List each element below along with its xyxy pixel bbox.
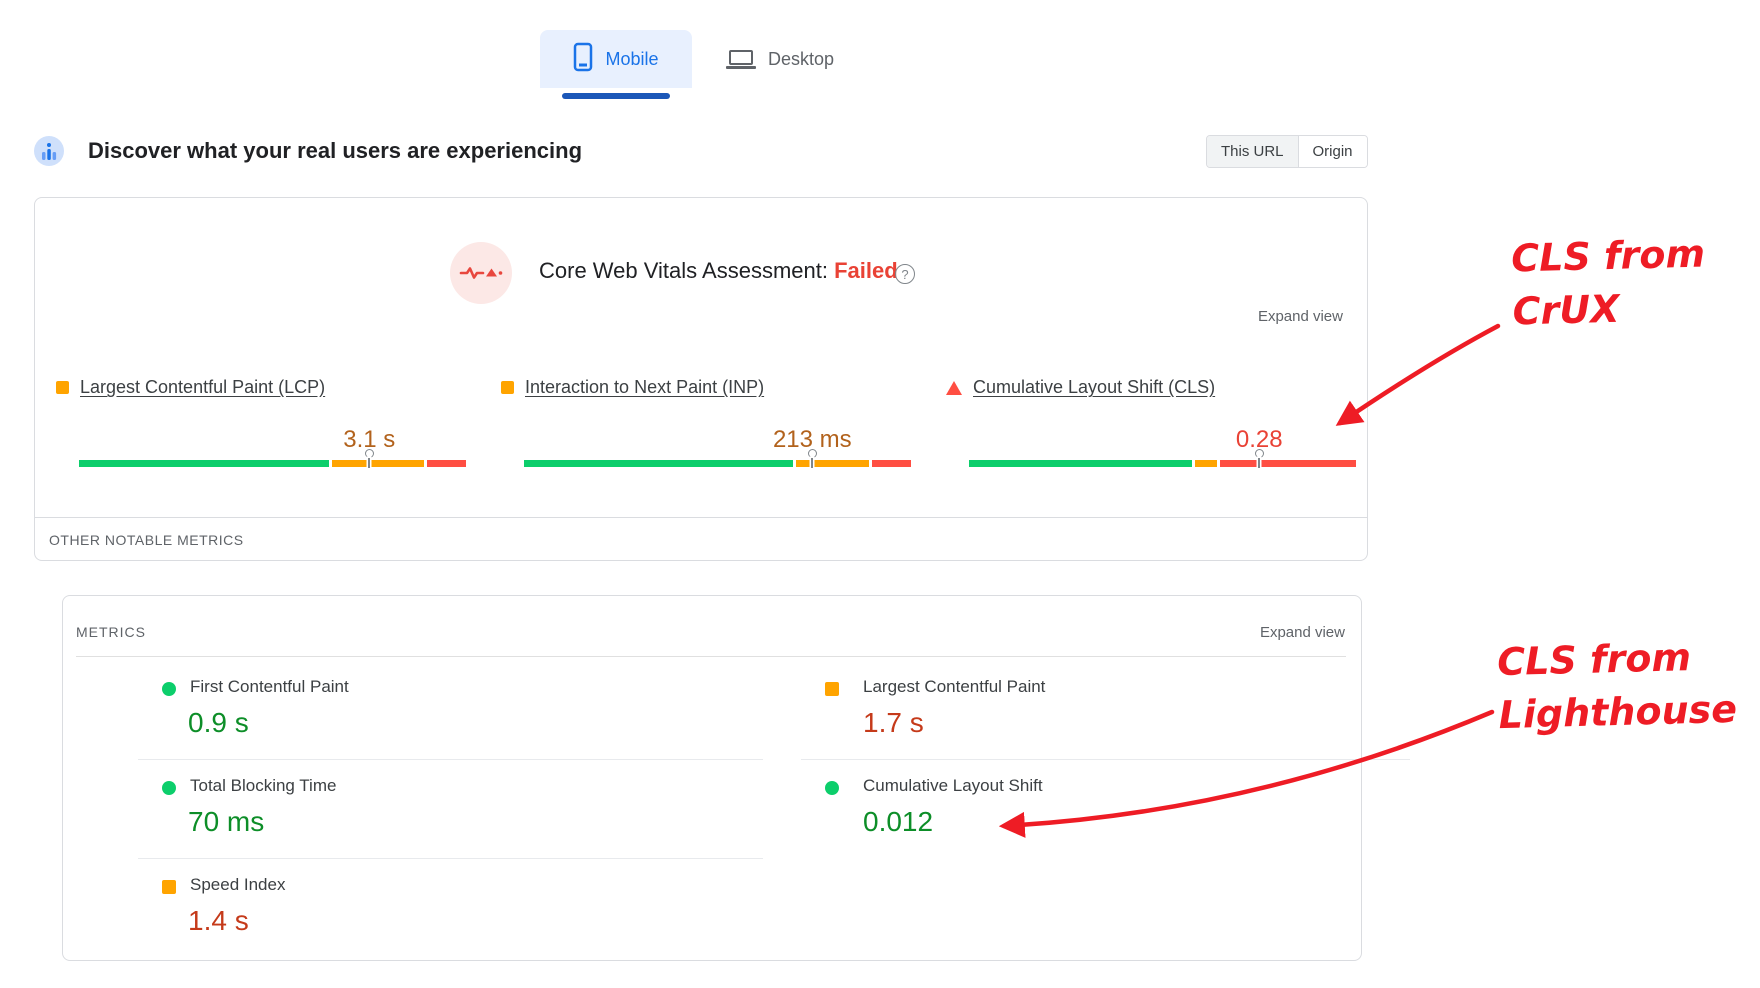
expand-view-link[interactable]: Expand view [1257, 308, 1343, 325]
inp-needs-improvement-marker-icon [501, 381, 514, 394]
cwv-metric-cls: Cumulative Layout Shift (CLS) 0.28 [946, 373, 1356, 478]
cls-bar-poor-segment [1220, 460, 1356, 467]
tbt-value: 70 ms [188, 806, 265, 837]
cls-lab-value: 0.012 [863, 806, 934, 837]
row-divider [801, 759, 1410, 760]
inp-distribution-bar: 213 ms [524, 426, 911, 468]
cwv-status: Failed [834, 258, 898, 283]
cls-value: 0.28 [1235, 426, 1283, 453]
toggle-origin[interactable]: Origin [1297, 136, 1367, 167]
annotation-cls-from-crux: CLS from CrUX [1510, 231, 1706, 334]
lcp-metric-link[interactable]: Largest Contentful Paint (LCP) [80, 377, 326, 397]
mobile-tab-active-underline [562, 93, 670, 99]
annotation-cls-from-lighthouse: CLS from Lighthouse [1496, 635, 1738, 738]
lcp-bar-good-segment [79, 460, 329, 467]
fcp-name: First Contentful Paint [190, 677, 349, 696]
tab-desktop-label: Desktop [767, 48, 835, 69]
cls-bar-good-segment [969, 460, 1192, 467]
cls-poor-marker-icon [946, 380, 962, 395]
lab-header-divider [76, 656, 1346, 657]
inp-bar-good-segment [524, 460, 794, 467]
url-origin-toggle: This URL Origin [1206, 135, 1368, 168]
speed-index-average-marker-icon [162, 880, 176, 894]
lcp-distribution-bar: 3.1 s [79, 426, 466, 468]
fcp-good-marker-icon [162, 682, 176, 696]
cwv-metric-lcp: Largest Contentful Paint (LCP) 3.1 s [56, 373, 466, 478]
toggle-this-url[interactable]: This URL [1207, 136, 1298, 167]
lab-metric-cls: Cumulative Layout Shift 0.012 [801, 776, 1410, 871]
tbt-good-marker-icon [162, 781, 176, 795]
cls-bar-ni-segment [1195, 460, 1218, 467]
card-divider [35, 517, 1367, 518]
other-notable-metrics-label: OTHER NOTABLE METRICS [49, 532, 244, 548]
cwv-assessment-title: Core Web Vitals Assessment: Failed [539, 258, 898, 283]
tbt-name: Total Blocking Time [190, 776, 337, 795]
lcp-bar-poor-segment [426, 460, 466, 467]
mobile-phone-icon [573, 42, 593, 77]
lcp-needs-improvement-marker-icon [56, 381, 69, 394]
tab-mobile-label: Mobile [605, 48, 659, 69]
inp-metric-link[interactable]: Interaction to Next Paint (INP) [525, 377, 765, 397]
help-icon[interactable]: ? [895, 264, 915, 284]
speed-index-value: 1.4 s [188, 905, 249, 936]
lcp-lab-value: 1.7 s [863, 707, 924, 738]
lab-metric-fcp: First Contentful Paint 0.9 s [138, 677, 763, 772]
lab-expand-view-link[interactable]: Expand view [1259, 624, 1345, 641]
cls-distribution-bar: 0.28 [969, 426, 1356, 468]
row-divider [138, 858, 763, 859]
core-web-vitals-card: Core Web Vitals Assessment: Failed ? Exp… [34, 197, 1368, 561]
speed-index-name: Speed Index [190, 875, 286, 894]
cls-metric-link[interactable]: Cumulative Layout Shift (CLS) [973, 377, 1216, 397]
inp-bar-ni-segment [796, 460, 869, 467]
tab-desktop[interactable]: Desktop [700, 30, 860, 88]
lcp-average-marker-icon [825, 682, 839, 696]
row-divider [138, 759, 763, 760]
lab-metric-lcp: Largest Contentful Paint 1.7 s [801, 677, 1410, 772]
cls-good-marker-icon [825, 781, 839, 795]
field-section-title: Discover what your real users are experi… [88, 138, 583, 163]
lcp-bar-ni-segment [332, 460, 424, 467]
lab-metric-tbt: Total Blocking Time 70 ms [138, 776, 763, 871]
lcp-value: 3.1 s [343, 426, 396, 453]
pulse-icon [450, 242, 512, 304]
cls-lab-name: Cumulative Layout Shift [863, 776, 1043, 795]
cwv-metric-inp: Interaction to Next Paint (INP) 213 ms [501, 373, 911, 478]
lab-metric-speed-index: Speed Index 1.4 s [138, 875, 763, 970]
lab-metrics-card: METRICS Expand view First Contentful Pai… [62, 595, 1410, 961]
fcp-value: 0.9 s [188, 707, 249, 738]
lab-metrics-header: METRICS [76, 624, 146, 640]
tab-mobile[interactable]: Mobile [540, 30, 692, 88]
inp-value: 213 ms [772, 426, 852, 453]
field-data-icon [34, 136, 64, 166]
desktop-laptop-icon [725, 49, 756, 69]
inp-bar-poor-segment [871, 460, 911, 467]
lcp-lab-name: Largest Contentful Paint [863, 677, 1046, 696]
